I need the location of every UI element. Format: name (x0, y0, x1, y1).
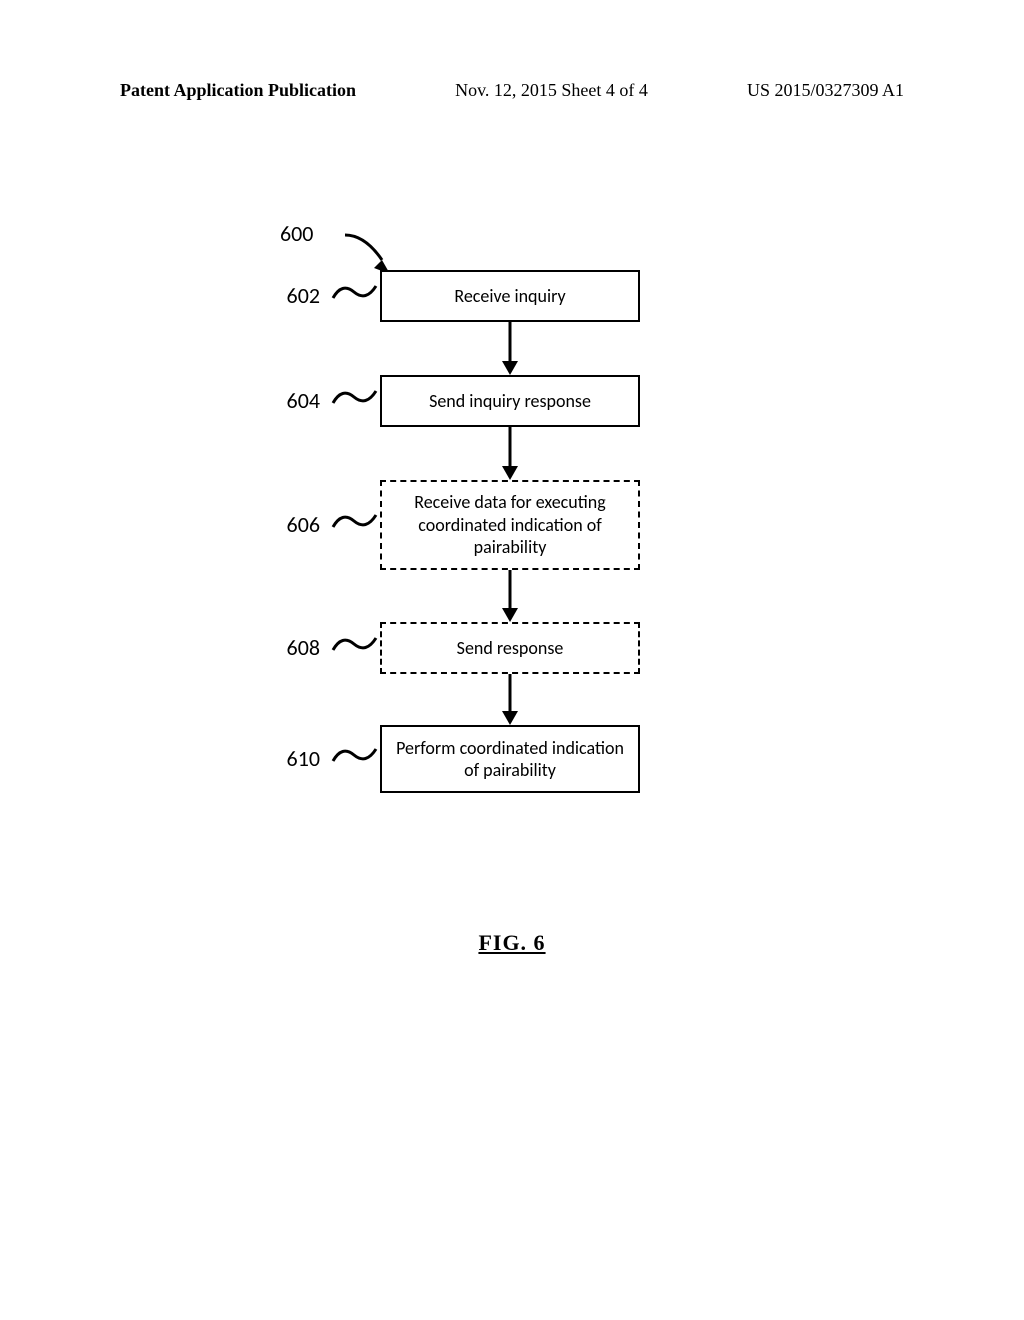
arrow-down-icon (495, 322, 525, 377)
flow-box-606: Receive data for executing coordinated i… (380, 480, 640, 570)
page-header: Patent Application Publication Nov. 12, … (0, 80, 1024, 101)
arrow-down-icon (495, 674, 525, 727)
header-mid: Nov. 12, 2015 Sheet 4 of 4 (455, 80, 648, 101)
ref-num-608: 608 (250, 634, 320, 661)
flow-box-610: Perform coordinated indication of pairab… (380, 725, 640, 793)
ref-num-602: 602 (250, 282, 320, 309)
connector-tilde-icon (330, 630, 380, 660)
figure-label: FIG. 6 (0, 930, 1024, 956)
flow-box-608: Send response (380, 622, 640, 674)
connector-tilde-icon (330, 278, 380, 308)
flow-ref-600: 600 (280, 220, 313, 247)
connector-tilde-icon (330, 741, 380, 771)
flow-box-602: Receive inquiry (380, 270, 640, 322)
header-left: Patent Application Publication (120, 80, 356, 101)
ref-num-610: 610 (250, 745, 320, 772)
arrow-down-icon (495, 570, 525, 624)
arrow-down-icon (495, 427, 525, 482)
connector-tilde-icon (330, 507, 380, 537)
flow-box-604: Send inquiry response (380, 375, 640, 427)
connector-tilde-icon (330, 383, 380, 413)
ref-num-604: 604 (250, 387, 320, 414)
ref-num-606: 606 (250, 511, 320, 538)
header-right: US 2015/0327309 A1 (747, 80, 904, 101)
